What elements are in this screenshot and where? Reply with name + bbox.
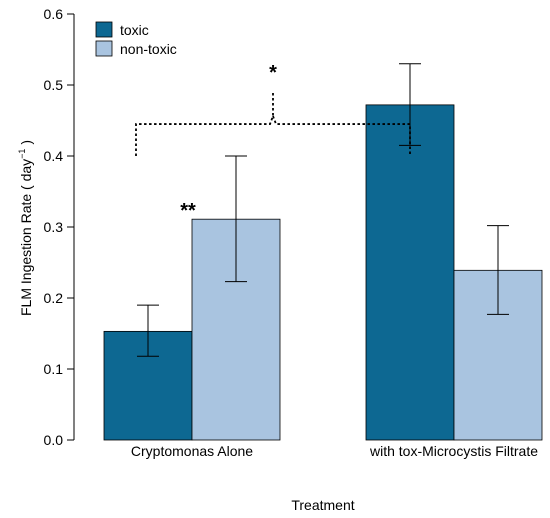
- legend-swatch-toxic: [95, 21, 113, 38]
- y-tick-label: 0.0: [44, 432, 64, 448]
- y-tick-label: 0.6: [44, 6, 64, 22]
- legend-label-non-toxic: non-toxic: [120, 41, 177, 57]
- legend-label-toxic: toxic: [120, 22, 149, 38]
- y-tick-label: 0.2: [44, 290, 64, 306]
- y-tick-label: 0.5: [44, 77, 64, 93]
- y-axis-title-main: FLM Ingestion Rate ( day: [18, 159, 34, 316]
- significance-star-bracket: *: [269, 62, 277, 84]
- significance-star-bar: **: [180, 200, 196, 222]
- y-axis-title-suffix: ): [18, 140, 34, 149]
- bar-toxic-1: [365, 104, 455, 441]
- significance-bracket: [135, 92, 411, 156]
- legend-swatch-non-toxic: [95, 40, 113, 57]
- y-axis-title: FLM Ingestion Rate ( day−1 ): [17, 140, 34, 316]
- y-tick-label: 0.3: [44, 219, 64, 235]
- plot-area: 0.00.10.20.30.40.50.6 *** Cryptomonas Al…: [44, 6, 543, 459]
- y-ticks: 0.0 0.1 0.2 0.3 0.4 0.5 0.6: [44, 6, 74, 448]
- category-labels: Cryptomonas Alone with tox-Microcystis Fi…: [131, 443, 538, 459]
- annotations: ***: [135, 62, 411, 222]
- y-tick-label: 0.1: [44, 361, 64, 377]
- legend: toxic non-toxic: [95, 21, 177, 57]
- x-category-label: with tox-Microcystis Filtrate: [369, 443, 538, 459]
- bars: [103, 104, 543, 441]
- x-category-label: Cryptomonas Alone: [131, 443, 253, 459]
- x-axis-title: Treatment: [291, 497, 354, 513]
- error-bars: [137, 63, 509, 357]
- y-axis-title-superscript: −1: [17, 149, 27, 159]
- y-tick-label: 0.4: [44, 148, 64, 164]
